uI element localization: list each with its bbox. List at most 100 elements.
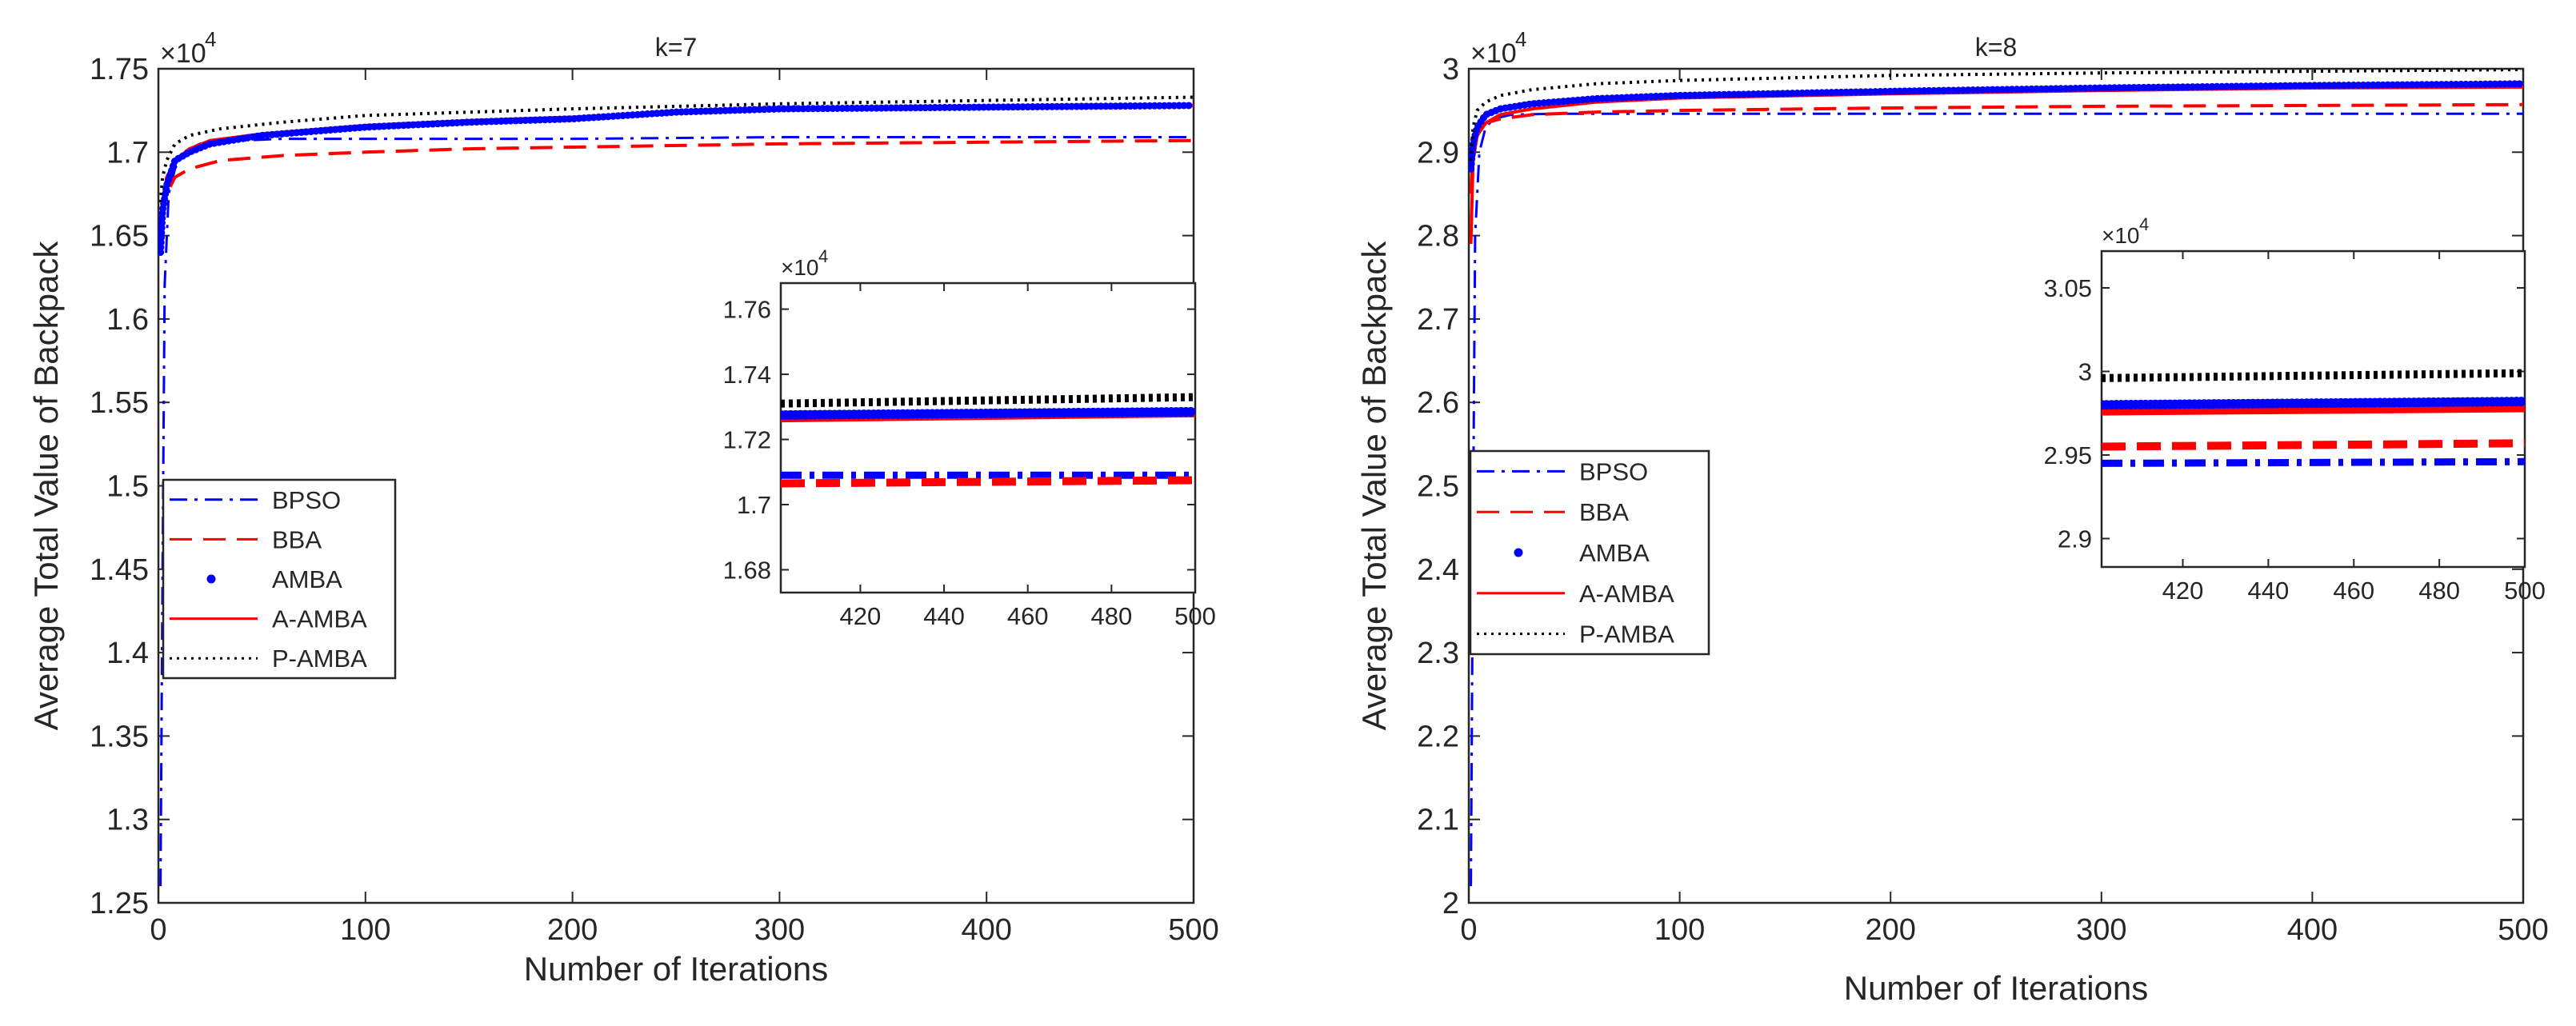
inset: 420 440 460 480 500 2.9 2.95 3 3.05 ×10 4 [2044, 214, 2546, 605]
x-tick-label: 300 [2076, 913, 2126, 947]
x-axis-label: Number of Iterations [524, 950, 829, 988]
y-tick-label: 2.5 [1417, 470, 1459, 504]
inset-x-tick-label: 460 [1007, 602, 1049, 630]
y-axis-label: Average Total Value of Backpack [27, 241, 65, 731]
y-tick-label: 3 [1442, 53, 1459, 86]
inset-y-exponent-label: 4 [818, 246, 828, 266]
inset-x-tick-label: 420 [840, 602, 882, 630]
y-tick-label: 1.45 [90, 553, 149, 587]
x-tick-label: 400 [961, 913, 1011, 947]
legend-label: BPSO [1579, 457, 1648, 485]
y-tick-label: 2 [1442, 887, 1459, 920]
y-tick-label: 2.2 [1417, 720, 1459, 753]
legend-marker-amba [1514, 548, 1523, 557]
legend-box [1469, 449, 1710, 656]
y-exponent-label: 4 [1515, 27, 1526, 51]
legend-marker-amba [206, 574, 216, 584]
legend-label: AMBA [272, 565, 342, 593]
legend: BPSO BBA AMBA A-AMBA P-AMBA [162, 478, 397, 680]
inset-series-line-amba [781, 406, 1195, 420]
legend: BPSO BBA AMBA A-AMBA P-AMBA [1469, 449, 1710, 656]
inset-plot-area [779, 281, 1197, 594]
y-tick-label: 1.35 [90, 720, 149, 753]
inset-y-exponent-label: 4 [2139, 214, 2149, 234]
x-tick-label: 400 [2287, 913, 2338, 947]
series-line-amba [1469, 80, 2523, 173]
y-tick-label: 1.25 [90, 887, 149, 920]
inset-y-tick-label: 1.74 [723, 361, 771, 389]
inset-y-tick-label: 1.72 [723, 426, 771, 454]
chart-title: k=7 [655, 33, 697, 62]
legend-label: P-AMBA [1579, 621, 1674, 649]
y-tick-label: 1.55 [90, 386, 149, 420]
y-tick-label: 2.6 [1417, 386, 1459, 420]
x-tick-label: 0 [1460, 913, 1477, 947]
series-line-bpso [1470, 112, 2523, 887]
inset-series-line-a-amba [2102, 404, 2525, 416]
legend-label: A-AMBA [272, 605, 367, 633]
chart-title: k=8 [1975, 33, 2017, 62]
x-tick-label: 100 [1654, 913, 1705, 947]
y-tick-label: 1.3 [106, 804, 149, 837]
series-line-amba [158, 102, 1194, 256]
inset-y-tick-label: 1.76 [723, 296, 771, 324]
y-tick-label: 1.75 [90, 53, 149, 86]
inset-y-multiplier-label: ×10 [2102, 223, 2140, 248]
inset-series-line-amba [2102, 397, 2525, 410]
inset-series-line-bpso [2102, 457, 2525, 467]
inset-x-tick-label: 500 [2504, 577, 2546, 605]
inset-y-tick-label: 2.95 [2044, 441, 2092, 469]
x-tick-label: 500 [1168, 913, 1218, 947]
y-tick-label: 1.6 [106, 303, 149, 337]
y-multiplier-label: ×10 [1470, 38, 1517, 69]
y-tick-label: 1.7 [106, 136, 149, 170]
legend-label: AMBA [1579, 539, 1650, 567]
inset-x-tick-label: 440 [2248, 577, 2290, 605]
inset-series-line-p-amba [781, 393, 1195, 408]
inset-y-tick-label: 1.7 [737, 491, 771, 519]
inset-y-tick-label: 1.68 [723, 556, 771, 584]
series-line-bba [158, 138, 1194, 220]
inset-x-tick-label: 420 [2162, 577, 2204, 605]
inset-x-tick-label: 440 [923, 602, 965, 630]
inset-series-line-p-amba [2102, 369, 2525, 382]
inset-x-tick-label: 480 [2418, 577, 2460, 605]
inset-y-multiplier-label: ×10 [781, 255, 819, 280]
inset-x-tick-label: 480 [1090, 602, 1132, 630]
y-tick-label: 2.4 [1417, 553, 1459, 587]
x-tick-label: 200 [547, 913, 598, 947]
y-multiplier-label: ×10 [160, 38, 206, 69]
series-group [1469, 69, 2523, 887]
y-tick-label: 2.9 [1417, 136, 1459, 170]
inset-y-tick-label: 2.9 [2058, 525, 2092, 553]
x-tick-label: 100 [340, 913, 390, 947]
y-tick-label: 2.8 [1417, 220, 1459, 254]
inset-x-tick-label: 500 [1174, 602, 1216, 630]
x-axis-label: Number of Iterations [1844, 969, 2149, 1007]
chart-1: 0 100 200 300 400 500 1.25 1.3 1.35 1.4 1.45 1.5 1.5… [27, 27, 1219, 988]
chart-2: 0 100 200 300 400 500 2 2.1 2.2 2.3 2.4 2.5 2.6 2.7 2.… [1355, 27, 2549, 1007]
y-tick-label: 2.3 [1417, 637, 1459, 670]
x-tick-label: 200 [1865, 913, 1915, 947]
inset-series-line-bba [2102, 439, 2525, 451]
inset-series-group [2102, 369, 2525, 467]
x-tick-label: 500 [2498, 913, 2548, 947]
inset-x-tick-label: 460 [2333, 577, 2374, 605]
legend-label: BBA [272, 525, 322, 553]
legend-label: A-AMBA [1579, 580, 1674, 608]
inset: 420 440 460 480 500 1.68 1.7 1.72 1.74 1.76 ×10 4 [723, 246, 1216, 630]
y-axis-label: Average Total Value of Backpack [1355, 241, 1393, 731]
y-exponent-label: 4 [205, 27, 216, 51]
x-tick-label: 0 [150, 913, 166, 947]
y-tick-label: 1.5 [106, 470, 149, 504]
y-tick-label: 2.1 [1417, 804, 1459, 837]
legend-label: BPSO [272, 486, 341, 514]
series-group [158, 95, 1194, 887]
legend-label: BBA [1579, 498, 1629, 526]
y-tick-label: 1.65 [90, 220, 149, 254]
legend-box [162, 478, 397, 680]
inset-y-tick-label: 3.05 [2044, 274, 2092, 302]
y-tick-label: 1.4 [106, 637, 149, 670]
y-tick-label: 2.7 [1417, 303, 1459, 337]
